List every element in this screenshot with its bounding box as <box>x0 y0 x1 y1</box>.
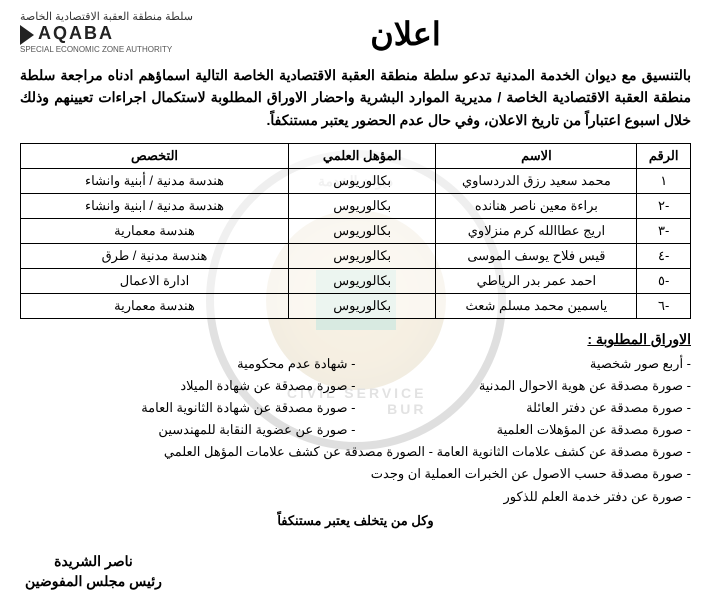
docs-item-full: - صورة مصدقة حسب الاصول عن الخبرات العمل… <box>20 463 691 485</box>
cell-num: -٢ <box>637 193 691 218</box>
docs-item-right: - أربع صور شخصية <box>356 353 692 375</box>
header-number: الرقم <box>637 143 691 168</box>
cell-name: احمد عمر بدر الرياطي <box>436 268 637 293</box>
cell-num: -٥ <box>637 268 691 293</box>
signature-block: ناصر الشريدة رئيس مجلس المفوضين <box>25 550 162 590</box>
docs-item-full: - صورة مصدقة عن كشف علامات الثانوية العا… <box>20 441 691 463</box>
cell-specialty: هندسة معمارية <box>21 293 289 318</box>
footer-warning: وكل من يتخلف يعتبر مستنكفاً <box>20 513 691 529</box>
logo-arabic-text: سلطة منطقة العقبة الاقتصادية الخاصة <box>20 10 220 23</box>
required-documents-list: - أربع صور شخصية- شهادة عدم محكومية- صور… <box>20 353 691 508</box>
candidates-table: الرقم الاسم المؤهل العلمي التخصص ١محمد س… <box>20 143 691 319</box>
header-specialty: التخصص <box>21 143 289 168</box>
cell-qualification: بكالوريوس <box>289 268 436 293</box>
docs-item-full: - صورة عن دفتر خدمة العلم للذكور <box>20 486 691 508</box>
cell-specialty: ادارة الاعمال <box>21 268 289 293</box>
signatory-title: رئيس مجلس المفوضين <box>25 573 162 590</box>
cell-name: اريج عطاالله كرم منزلاوي <box>436 218 637 243</box>
authority-logo: سلطة منطقة العقبة الاقتصادية الخاصة AQAB… <box>20 10 220 54</box>
docs-row: - صورة مصدقة عن دفتر العائلة- صورة مصدقة… <box>20 397 691 419</box>
document-header: اعلان سلطة منطقة العقبة الاقتصادية الخاص… <box>20 10 691 54</box>
cell-qualification: بكالوريوس <box>289 168 436 193</box>
cell-qualification: بكالوريوس <box>289 218 436 243</box>
cell-qualification: بكالوريوس <box>289 243 436 268</box>
logo-triangle-icon <box>20 25 34 45</box>
table-row: -٦ياسمين محمد مسلم شعثبكالوريوسهندسة معم… <box>21 293 691 318</box>
docs-item-right: - صورة مصدقة عن المؤهلات العلمية <box>356 419 692 441</box>
cell-specialty: هندسة مدنية / ابنية وانشاء <box>21 193 289 218</box>
cell-num: -٦ <box>637 293 691 318</box>
required-documents-title: الاوراق المطلوبة : <box>20 331 691 348</box>
cell-name: محمد سعيد رزق الدردساوي <box>436 168 637 193</box>
table-row: ١محمد سعيد رزق الدردساويبكالوريوسهندسة م… <box>21 168 691 193</box>
docs-item-right: - صورة مصدقة عن دفتر العائلة <box>356 397 692 419</box>
intro-paragraph: بالتنسيق مع ديوان الخدمة المدنية تدعو سل… <box>20 64 691 131</box>
logo-brand-text: AQABA <box>38 23 114 43</box>
cell-specialty: هندسة معمارية <box>21 218 289 243</box>
table-row: -٢براءة معين ناصر هناندهبكالوريوسهندسة م… <box>21 193 691 218</box>
docs-item-right: - صورة مصدقة عن هوية الاحوال المدنية <box>356 375 692 397</box>
cell-num: -٤ <box>637 243 691 268</box>
docs-item-left: - صورة مصدقة عن شهادة الثانوية العامة <box>20 397 356 419</box>
table-row: -٤قيس فلاح يوسف الموسىبكالوريوسهندسة مدن… <box>21 243 691 268</box>
header-qualification: المؤهل العلمي <box>289 143 436 168</box>
cell-num: ١ <box>637 168 691 193</box>
signatory-name: ناصر الشريدة <box>25 553 162 570</box>
cell-name: براءة معين ناصر هنانده <box>436 193 637 218</box>
docs-row: - صورة مصدقة عن هوية الاحوال المدنية- صو… <box>20 375 691 397</box>
docs-item-left: - صورة عن عضوية النقابة للمهندسين <box>20 419 356 441</box>
docs-row: - أربع صور شخصية- شهادة عدم محكومية <box>20 353 691 375</box>
cell-qualification: بكالوريوس <box>289 193 436 218</box>
logo-english-text: SPECIAL ECONOMIC ZONE AUTHORITY <box>20 45 220 54</box>
table-header-row: الرقم الاسم المؤهل العلمي التخصص <box>21 143 691 168</box>
cell-name: ياسمين محمد مسلم شعث <box>436 293 637 318</box>
cell-name: قيس فلاح يوسف الموسى <box>436 243 637 268</box>
docs-row: - صورة مصدقة عن المؤهلات العلمية- صورة ع… <box>20 419 691 441</box>
docs-item-left: - شهادة عدم محكومية <box>20 353 356 375</box>
cell-qualification: بكالوريوس <box>289 293 436 318</box>
cell-specialty: هندسة مدنية / أبنية وانشاء <box>21 168 289 193</box>
cell-specialty: هندسة مدنية / طرق <box>21 243 289 268</box>
table-row: -٣اريج عطاالله كرم منزلاويبكالوريوسهندسة… <box>21 218 691 243</box>
header-name: الاسم <box>436 143 637 168</box>
cell-num: -٣ <box>637 218 691 243</box>
docs-item-left: - صورة مصدقة عن شهادة الميلاد <box>20 375 356 397</box>
table-row: -٥احمد عمر بدر الرياطيبكالوريوسادارة الا… <box>21 268 691 293</box>
announcement-title: اعلان <box>220 15 591 53</box>
